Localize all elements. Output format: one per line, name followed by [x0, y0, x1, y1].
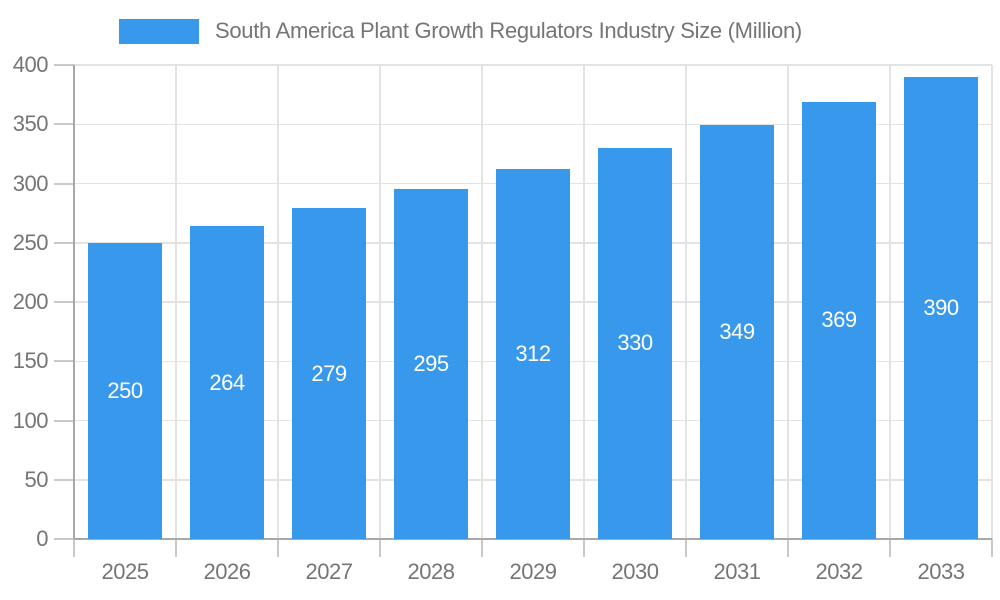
x-tick: [787, 539, 789, 557]
x-gridline: [583, 65, 585, 539]
x-axis-label: 2029: [509, 559, 557, 584]
y-axis-label: 50: [24, 466, 49, 492]
bar[interactable]: [802, 101, 876, 539]
x-tick: [73, 539, 75, 557]
y-axis-label: 0: [36, 526, 48, 551]
x-tick: [481, 539, 483, 557]
x-axis-label: 2031: [713, 559, 761, 584]
x-gridline: [991, 65, 993, 539]
x-axis-label: 2025: [101, 559, 149, 584]
x-gridline: [175, 65, 177, 539]
y-axis-label: 350: [12, 111, 49, 137]
x-tick: [583, 539, 585, 557]
x-gridline: [889, 65, 891, 539]
y-axis-line: [73, 65, 75, 539]
y-gridline: [74, 123, 992, 125]
x-gridline: [787, 65, 789, 539]
y-tick: [54, 182, 74, 185]
bar-value-label: 330: [617, 330, 653, 356]
y-axis-label: 250: [12, 229, 49, 255]
x-axis-label: 2028: [407, 559, 455, 584]
x-gridline: [685, 65, 687, 539]
bar-value-label: 264: [209, 369, 245, 395]
bar[interactable]: [292, 208, 366, 539]
y-tick: [54, 538, 74, 540]
y-tick: [54, 301, 74, 303]
bar[interactable]: [496, 169, 570, 539]
bar[interactable]: [700, 125, 774, 539]
x-gridline: [379, 65, 381, 539]
bar-value-label: 295: [413, 351, 449, 377]
x-gridline: [277, 65, 279, 539]
y-tick: [54, 64, 74, 66]
x-axis-label: 2032: [815, 559, 863, 584]
y-axis-label: 150: [12, 348, 49, 374]
x-axis-label: 2026: [203, 559, 251, 584]
bar-value-label: 312: [515, 341, 551, 367]
y-axis-label: 300: [12, 170, 49, 196]
legend-swatch: [119, 19, 199, 44]
x-tick: [277, 539, 279, 557]
bar-value-label: 349: [719, 319, 755, 345]
chart-title: South America Plant Growth Regulators In…: [215, 18, 802, 43]
x-tick: [685, 539, 687, 557]
bar[interactable]: [88, 242, 162, 539]
y-tick: [54, 360, 74, 363]
y-axis-label: 100: [12, 407, 49, 433]
x-axis-label: 2030: [611, 559, 659, 584]
y-axis-label: 400: [12, 52, 49, 77]
bar[interactable]: [598, 147, 672, 539]
bar[interactable]: [904, 76, 978, 539]
x-tick: [175, 539, 177, 557]
x-axis-label: 2027: [305, 559, 353, 584]
bar[interactable]: [394, 189, 468, 539]
bar-value-label: 390: [923, 294, 959, 320]
bar-value-label: 250: [107, 377, 143, 403]
y-tick: [54, 241, 74, 244]
x-gridline: [481, 65, 483, 539]
bar-value-label: 279: [311, 360, 347, 386]
y-tick: [54, 419, 74, 422]
y-tick: [54, 123, 74, 126]
x-axis-line: [74, 538, 992, 540]
bar-value-label: 369: [821, 307, 857, 333]
y-axis-label: 200: [12, 289, 49, 314]
x-axis-label: 2033: [917, 559, 965, 584]
y-tick: [54, 478, 74, 481]
y-gridline: [74, 64, 992, 66]
bar[interactable]: [190, 226, 264, 539]
x-tick: [379, 539, 381, 557]
x-tick: [889, 539, 891, 557]
x-tick: [991, 539, 993, 557]
